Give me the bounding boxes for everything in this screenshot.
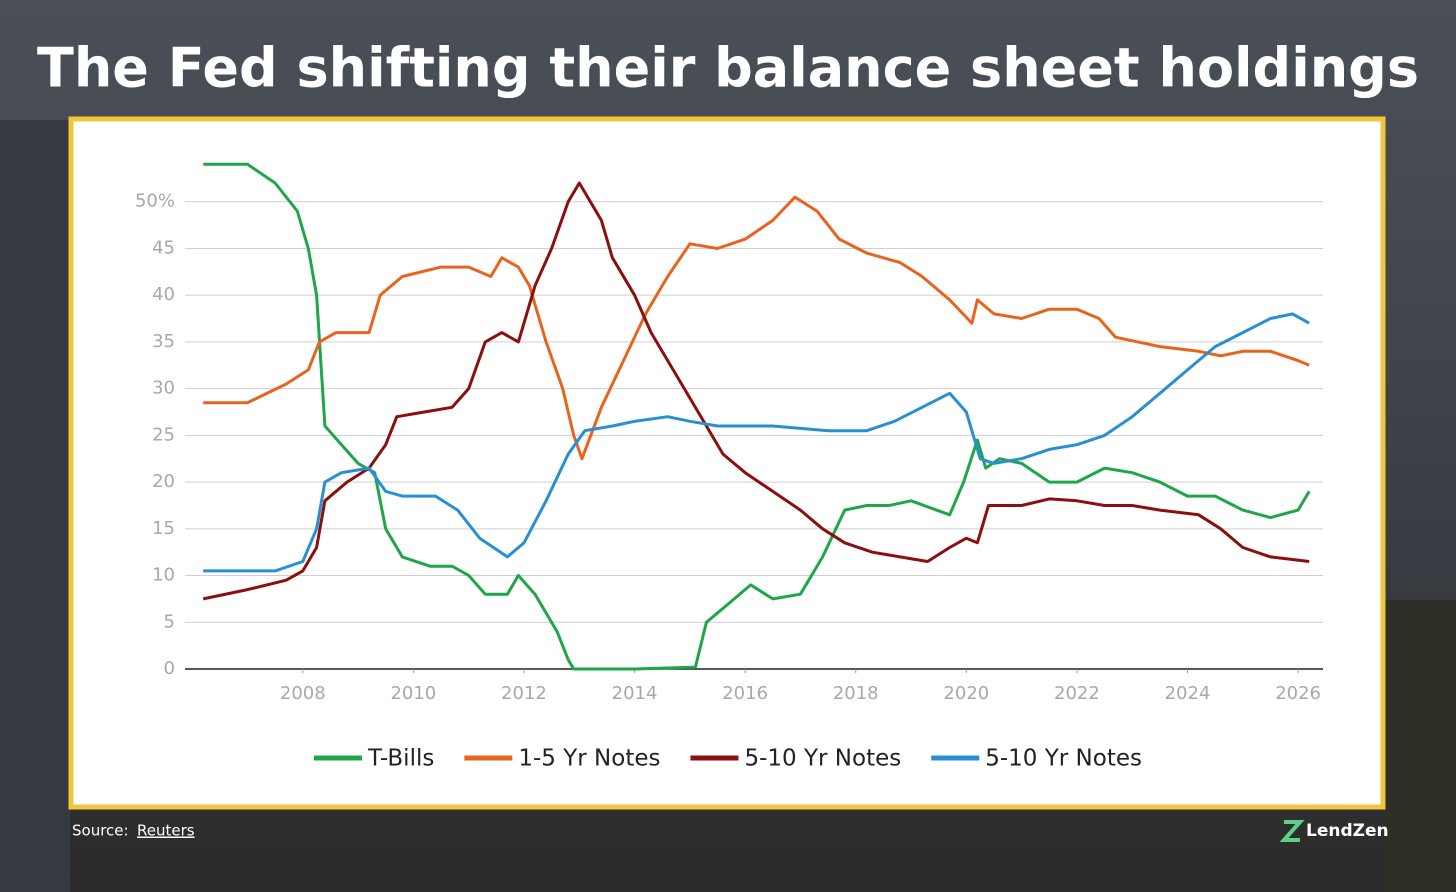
- series-line: [203, 195, 1310, 461]
- y-tick-label: 45: [152, 237, 175, 258]
- plot: 0 5 10 15 20 25 30 35 40 45 50% 2008 2010 2012 2014 201…: [135, 162, 1323, 772]
- y-tick-label: 0: [164, 658, 175, 679]
- y-tick-label: 15: [152, 518, 175, 539]
- x-tick-label: 2020: [943, 683, 989, 704]
- y-tick-label: 20: [152, 471, 175, 492]
- x-tick-label: 2014: [612, 683, 658, 704]
- y-tick-label: 25: [152, 424, 175, 445]
- trees: [1384, 600, 1456, 892]
- brand: LendZen: [1306, 821, 1389, 841]
- y-tick-label: 10: [152, 565, 175, 586]
- x-tick-label: 2018: [833, 683, 879, 704]
- x-tick-label: 2008: [280, 683, 326, 704]
- series-line: [202, 181, 1310, 601]
- chart-panel: [68, 116, 1386, 810]
- legend-label: 1-5 Yr Notes: [518, 746, 660, 772]
- y-tick-label: 35: [152, 331, 175, 352]
- legend-label: 5-10 Yr Notes: [985, 746, 1142, 772]
- x-tick-label: 2026: [1275, 683, 1321, 704]
- y-tick-label: 5: [164, 611, 175, 632]
- x-tick-label: 2022: [1054, 683, 1100, 704]
- brand-logo: [1279, 820, 1305, 842]
- y-tick-label: 40: [152, 284, 175, 305]
- x-tick-label: 2024: [1165, 683, 1211, 704]
- legend-label: T-Bills: [367, 746, 434, 772]
- series-line: [203, 312, 1310, 573]
- x-tick-label: 2016: [722, 683, 768, 704]
- y-tick-label: 30: [152, 378, 175, 399]
- house-siding: [0, 120, 70, 892]
- source-link[interactable]: Reuters: [137, 822, 195, 840]
- y-tick-label: 50%: [135, 191, 175, 212]
- x-tick-label: 2012: [501, 683, 547, 704]
- x-tick-label: 2010: [390, 683, 436, 704]
- series-line: [203, 162, 1311, 671]
- legend-label: 5-10 Yr Notes: [744, 746, 901, 772]
- chart-title: The Fed shifting their balance sheet hol…: [37, 37, 1419, 100]
- source-label: Source:: [72, 822, 129, 840]
